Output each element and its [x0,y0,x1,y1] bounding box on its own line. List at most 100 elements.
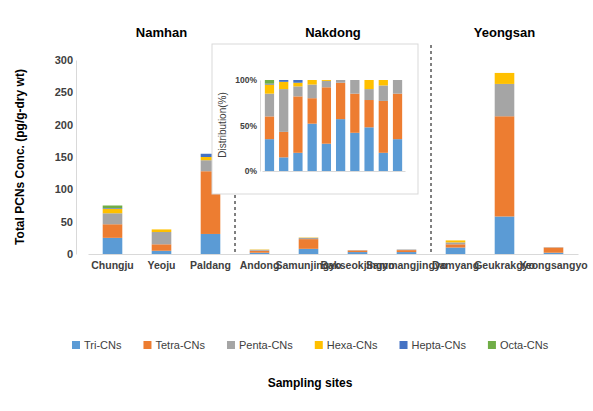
bar-segment [364,80,373,81]
bar-segment [446,240,466,241]
bar-segment [250,249,270,251]
bar-segment [397,250,417,252]
axis-line [89,254,579,255]
bar-segment [348,252,368,254]
bar-segment [279,157,288,171]
bar-segment [322,80,331,81]
bar-segment [322,81,331,87]
y-axis-title: Total PCNs Conc. (pg/g-dry wt) [13,69,27,245]
tick: 0 [67,248,76,260]
tick-label: 250 [55,86,73,98]
bar-segment [299,237,319,238]
bar-segment [364,80,373,89]
legend-item: Penta-CNs [227,339,293,351]
bar-segment [495,216,515,254]
tick-label: 200 [55,119,73,131]
bar-segment [350,133,359,171]
bar-segment [348,250,368,251]
bar-segment [293,83,302,87]
tick-label: 50% [240,121,257,131]
tick-label: 150 [55,151,73,163]
bar-segment [201,234,221,254]
tick-label: 100 [55,183,73,195]
bar-segment [495,73,515,84]
bar-segment [379,80,388,81]
bar-segment [336,80,345,81]
bar-segment [293,86,302,96]
bar-segment [265,94,274,117]
bar-segment [279,80,288,81]
bar-segment [250,249,270,250]
tick-label: Yeoju [147,259,175,271]
bar-segment [446,244,466,247]
bar-segment [397,249,417,250]
bar-segment [103,238,123,254]
tick: 100% [235,75,260,85]
bar-segment [265,85,274,94]
bar-segment [250,251,270,253]
bar-segment [393,80,402,81]
bar-segment [265,80,274,84]
bar-segment [336,119,345,171]
bar-segment [299,237,319,238]
bar-segment [322,87,331,143]
tick: 200 [55,119,76,131]
main-chart: 050100150200250300ChungjuYeojuPaldangAnd… [13,25,588,390]
x-axis: ChungjuYeojuPaldangAndongSamunjingyoBaks… [89,254,588,271]
bar-segment [393,80,402,94]
bar-segment [348,250,368,251]
bar-segment [336,83,345,119]
tick-label: 0 [67,248,73,260]
bar-segment [299,238,319,239]
legend-label: Hexa-CNs [327,339,378,351]
tick: Yeongsangyo [519,254,587,271]
bars [265,80,402,171]
tick: 0% [245,166,260,176]
bar-segment [495,72,515,73]
axis-line [263,171,406,172]
bar-segment [364,127,373,171]
bar-segment [336,80,345,81]
bar-segment [250,253,270,254]
bar-segment [308,80,317,81]
bar-segment [152,232,172,244]
bar-segment [250,249,270,250]
y-axis: 050100150200250300 [55,54,77,260]
bar-segment [379,80,388,85]
bar-segment [446,242,466,244]
bar-segment [350,80,359,81]
bar-segment [279,132,288,157]
bar-segment [152,251,172,254]
series [103,206,123,209]
bar-segment [152,244,172,250]
bar-segment [308,124,317,171]
series [103,154,221,209]
bar-segment [544,253,564,254]
tick-label: 0% [245,166,258,176]
bar-segment [379,101,388,153]
bar-segment [299,239,319,249]
legend-swatch [227,341,235,349]
legend-label: Hepta-CNs [412,339,467,351]
tick: 250 [55,86,76,98]
tick: 50 [61,216,76,228]
y-axis: 0% 50% 100% [235,75,260,176]
tick: 150 [55,151,76,163]
series [103,216,564,254]
bar-segment [103,206,123,209]
bar-segment [350,94,359,133]
bar-segment [364,80,373,81]
bar-segment [152,229,172,230]
y-axis-title: Distribution(%) [217,92,228,158]
bar-segment [279,89,288,132]
series [265,80,274,84]
bar-segment [152,229,172,232]
legend-label: Tri-CNs [84,339,122,351]
bar-segment [279,82,288,89]
legend-item: Hepta-CNs [400,339,467,351]
legend-item: Octa-CNs [488,339,549,351]
tick-label: Yeongsangyo [519,259,587,271]
bar-segment [308,98,317,123]
tick: 50% [240,121,260,131]
bar-segment [393,94,402,139]
